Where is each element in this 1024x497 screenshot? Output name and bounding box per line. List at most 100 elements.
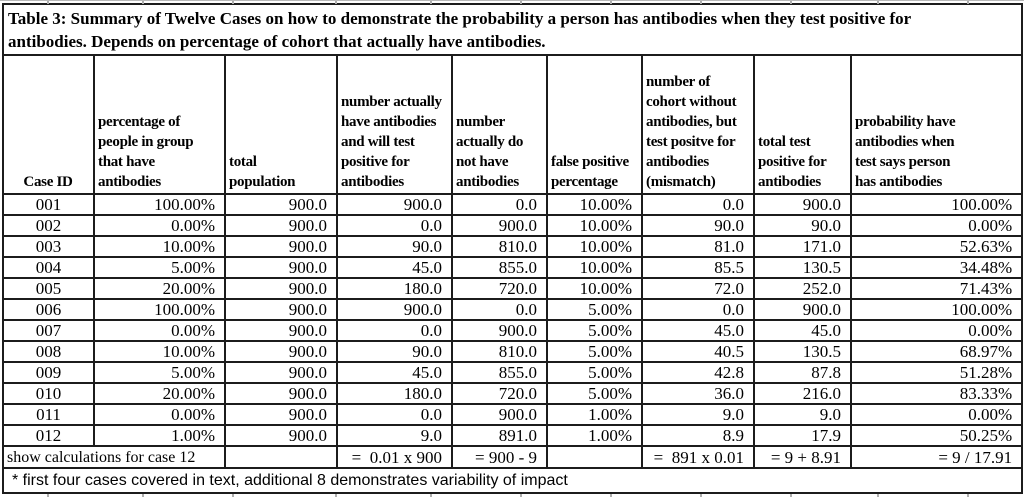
value-cell: 0.0 [641, 193, 755, 216]
value-cell: 81.0 [641, 235, 755, 258]
value-cell: 10.00% [546, 277, 643, 300]
value-cell: 252.0 [753, 277, 852, 300]
value-cell: 45.0 [336, 361, 453, 384]
value-cell: 0.0 [451, 193, 548, 216]
value-cell: 10.00% [546, 235, 643, 258]
page-crop-gridline-stub [335, 1, 337, 4]
value-cell: 72.0 [641, 277, 755, 300]
value-cell: 0.0 [336, 214, 453, 237]
page-crop-gridline-stub [232, 1, 234, 4]
table-row: 004 5.00% 900.0 45.0 855.0 10.00% 85.5 130.5 34.… [2, 256, 1024, 279]
calc-empty-false-positive-cell [546, 445, 643, 469]
value-cell: 180.0 [336, 382, 453, 405]
value-cell: 810.0 [451, 235, 548, 258]
value-cell: 100.00% [849, 193, 1024, 216]
value-cell: 900.0 [224, 361, 338, 384]
value-cell: 891.0 [451, 424, 548, 447]
value-cell: 900.0 [336, 193, 453, 216]
value-cell: 5.00% [93, 256, 226, 279]
value-cell: 9.0 [641, 403, 755, 426]
page-crop-gridline-stub [967, 1, 969, 4]
value-cell: 0.0 [641, 298, 755, 321]
value-cell: 5.00% [546, 340, 643, 363]
column-header-not-have-antibodies: number actually do not have antibodies [451, 54, 548, 195]
header-row: Case ID percentage of people in group th… [2, 54, 1024, 195]
value-cell: 180.0 [336, 277, 453, 300]
column-header-total-population: total population [224, 54, 338, 195]
page-crop-gridline-stub [610, 1, 612, 4]
value-cell: 90.0 [336, 340, 453, 363]
value-cell: 68.97% [849, 340, 1024, 363]
value-cell: 900.0 [224, 214, 338, 237]
value-cell: 36.0 [641, 382, 755, 405]
case-id-cell: 011 [2, 403, 95, 426]
table-row: 010 20.00% 900.0 180.0 720.0 5.00% 36.0 216.0 83… [2, 382, 1024, 405]
value-cell: 1.00% [93, 424, 226, 447]
case-id-cell: 002 [2, 214, 95, 237]
case-id-cell: 012 [2, 424, 95, 447]
value-cell: 900.0 [224, 235, 338, 258]
calc-row: show calculations for case 12 = 0.01 x 9… [2, 445, 1024, 469]
value-cell: 17.9 [753, 424, 852, 447]
value-cell: 71.43% [849, 277, 1024, 300]
value-cell: 900.0 [753, 193, 852, 216]
calc-empty-total-population-cell [224, 445, 338, 469]
value-cell: 50.25% [849, 424, 1024, 447]
value-cell: 900.0 [224, 319, 338, 342]
case-id-cell: 004 [2, 256, 95, 279]
value-cell: 52.63% [849, 235, 1024, 258]
value-cell: 45.0 [753, 319, 852, 342]
page-crop-gridline-stub [700, 1, 702, 4]
value-cell: 0.0 [336, 403, 453, 426]
value-cell: 720.0 [451, 277, 548, 300]
case-id-cell: 008 [2, 340, 95, 363]
value-cell: 90.0 [641, 214, 755, 237]
value-cell: 720.0 [451, 382, 548, 405]
column-header-false-positive-percentage: false positive percentage [546, 54, 643, 195]
value-cell: 51.28% [849, 361, 1024, 384]
value-cell: 5.00% [546, 382, 643, 405]
value-cell: 900.0 [224, 340, 338, 363]
table-body: 001 100.00% 900.0 900.0 0.0 10.00% 0.0 900.0 100… [2, 193, 1024, 447]
value-cell: 5.00% [546, 361, 643, 384]
value-cell: 900.0 [336, 298, 453, 321]
value-cell: 171.0 [753, 235, 852, 258]
value-cell: 900.0 [224, 193, 338, 216]
table-row: 009 5.00% 900.0 45.0 855.0 5.00% 42.8 87.8 51.28… [2, 361, 1024, 384]
footnote: * first four cases covered in text, addi… [1, 467, 1024, 494]
table-row: 012 1.00% 900.0 9.0 891.0 1.00% 8.9 17.9 50.25% [2, 424, 1024, 447]
value-cell: 20.00% [93, 382, 226, 405]
value-cell: 20.00% [93, 277, 226, 300]
column-header-case-id: Case ID [2, 54, 95, 195]
page-crop-gridline-stub [430, 1, 432, 4]
value-cell: 130.5 [753, 256, 852, 279]
value-cell: 42.8 [641, 361, 755, 384]
value-cell: 10.00% [93, 340, 226, 363]
value-cell: 10.00% [546, 193, 643, 216]
value-cell: 8.9 [641, 424, 755, 447]
value-cell: 0.00% [93, 403, 226, 426]
value-cell: 216.0 [753, 382, 852, 405]
value-cell: 45.0 [336, 256, 453, 279]
table-row: 008 10.00% 900.0 90.0 810.0 5.00% 40.5 130.5 68.… [2, 340, 1024, 363]
table-row: 007 0.00% 900.0 0.0 900.0 5.00% 45.0 45.0 0.00% [2, 319, 1024, 342]
table-row: 005 20.00% 900.0 180.0 720.0 10.00% 72.0 252.0 7… [2, 277, 1024, 300]
value-cell: 900.0 [224, 277, 338, 300]
page-crop-gridline-stub [790, 1, 792, 4]
table-title: Table 3: Summary of Twelve Cases on how … [1, 3, 1024, 56]
page-crop-gridline-stub [877, 1, 879, 4]
case-id-cell: 005 [2, 277, 95, 300]
value-cell: 10.00% [546, 256, 643, 279]
page-crop-gridline-stub [520, 1, 522, 4]
table-row: 011 0.00% 900.0 0.0 900.0 1.00% 9.0 9.0 0.00% [2, 403, 1024, 426]
value-cell: 9.0 [753, 403, 852, 426]
page-crop-gridline-stub [142, 1, 144, 4]
value-cell: 5.00% [546, 298, 643, 321]
value-cell: 1.00% [546, 403, 643, 426]
calc-formula-total-test-positive: = 9 + 8.91 [753, 445, 852, 469]
value-cell: 90.0 [753, 214, 852, 237]
value-cell: 85.5 [641, 256, 755, 279]
case-id-cell: 009 [2, 361, 95, 384]
column-header-percentage-with-antibodies: percentage of people in group that have … [93, 54, 226, 195]
value-cell: 900.0 [451, 214, 548, 237]
